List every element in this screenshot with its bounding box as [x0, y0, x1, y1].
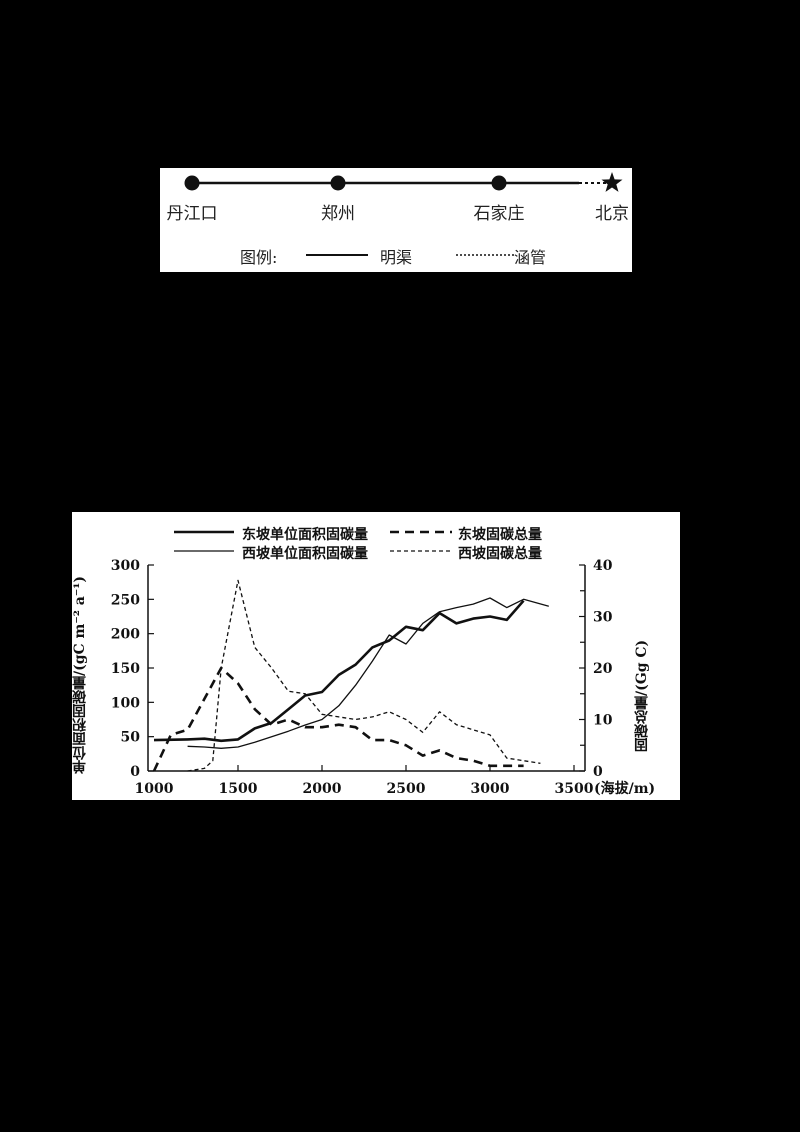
left-y-tick-label: 100 — [111, 695, 140, 711]
x-tick-label: 2000 — [303, 781, 342, 797]
legend-east-unit-label: 东坡单位面积固碳量 — [242, 527, 368, 543]
route-line-graphic — [184, 172, 623, 256]
x-axis-label: (海拔/m) — [594, 781, 656, 797]
legend-west-total-label: 西坡固碳总量 — [458, 546, 542, 562]
x-tick-label: 1500 — [219, 781, 258, 797]
legend-title: 图例: — [240, 248, 278, 267]
right-y-axis-label: 固碳总量/(Gg C) — [634, 639, 650, 752]
series-line-2 — [152, 666, 524, 772]
legend-open-channel-label: 明渠 — [380, 248, 413, 267]
series-line-1 — [187, 597, 549, 749]
right-y-tick-label: 20 — [593, 661, 613, 677]
carbon-sequestration-chart: 0 50 100 150 200 250 300 0 10 20 30 40 1000 1500 2000 2… — [72, 512, 680, 800]
series-line-3 — [187, 579, 541, 772]
x-tick-label: 3500 — [555, 781, 594, 797]
legend-culvert-label: 涵管 — [514, 248, 547, 267]
right-y-tick-label: 10 — [593, 713, 613, 729]
x-tick-label: 2500 — [387, 781, 426, 797]
legend-west-unit-label: 西坡单位面积固碳量 — [242, 546, 368, 562]
station-label: 石家庄 — [473, 204, 525, 224]
left-y-tick-label: 300 — [111, 558, 140, 574]
left-y-axis-label: 单位面积固碳量/(gC m⁻² a⁻¹) — [72, 576, 88, 774]
left-y-tick-label: 200 — [111, 627, 140, 643]
station-label: 郑州 — [321, 204, 355, 224]
left-y-tick-label: 150 — [111, 661, 140, 677]
series-line-0 — [153, 599, 525, 743]
x-tick-label: 1000 — [135, 781, 174, 797]
route-map-panel: 丹江口 郑州 石家庄 北京 图例: 明渠 涵管 — [160, 168, 632, 272]
station-label: 丹江口 — [166, 204, 218, 224]
station-dot-icon — [491, 175, 507, 191]
left-y-tick-label: 50 — [121, 730, 141, 746]
right-y-tick-label: 30 — [593, 610, 613, 626]
station-dot-icon — [184, 175, 200, 191]
left-y-tick-label: 0 — [130, 764, 140, 780]
capital-star-icon — [601, 172, 623, 192]
x-tick-label: 3000 — [471, 781, 510, 797]
left-y-tick-label: 250 — [111, 592, 140, 608]
legend-east-total-label: 东坡固碳总量 — [458, 527, 542, 543]
station-dot-icon — [330, 175, 346, 191]
right-y-tick-label: 0 — [593, 764, 603, 780]
station-label: 北京 — [595, 204, 629, 224]
right-y-tick-label: 40 — [593, 558, 613, 574]
